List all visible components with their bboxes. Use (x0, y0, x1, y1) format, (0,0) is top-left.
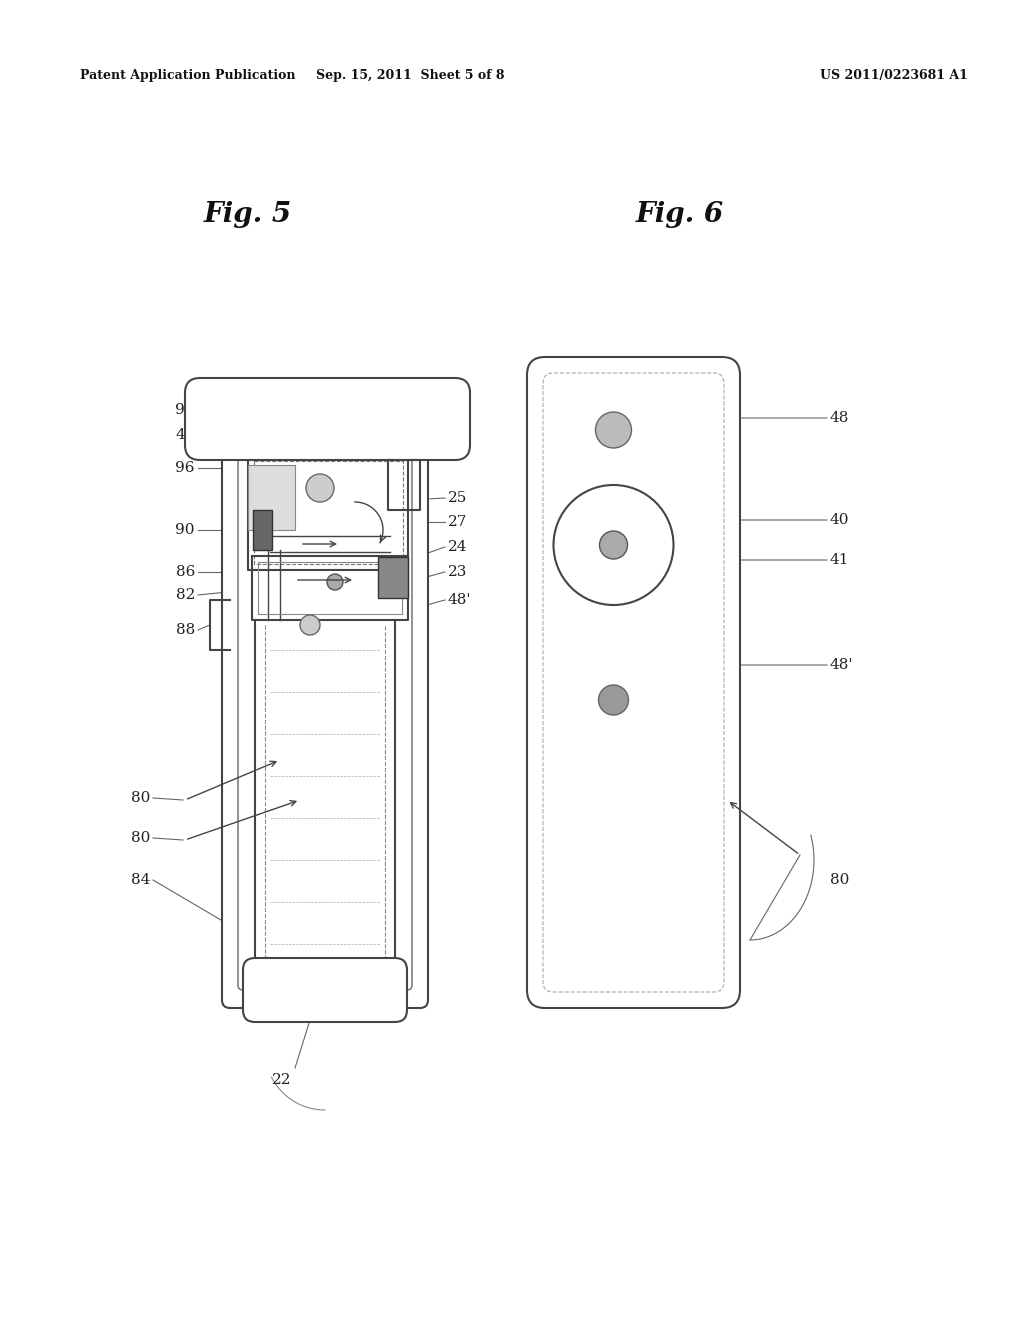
Circle shape (327, 574, 343, 590)
Text: 41: 41 (830, 553, 850, 568)
FancyBboxPatch shape (222, 430, 428, 1008)
Bar (378, 557, 408, 598)
Text: 96: 96 (175, 461, 195, 475)
Circle shape (306, 474, 334, 502)
Text: 48: 48 (176, 428, 195, 442)
Text: 40: 40 (830, 513, 850, 527)
FancyBboxPatch shape (185, 378, 470, 459)
Text: 82: 82 (176, 587, 195, 602)
Text: 31: 31 (449, 425, 467, 440)
Text: 80: 80 (131, 791, 150, 805)
Text: 48': 48' (449, 593, 471, 607)
Text: 23: 23 (449, 565, 467, 579)
Circle shape (599, 531, 628, 558)
FancyBboxPatch shape (527, 356, 740, 1008)
Bar (248, 465, 295, 531)
Text: 90: 90 (175, 523, 195, 537)
Text: 29: 29 (449, 401, 468, 414)
Text: Patent Application Publication: Patent Application Publication (80, 69, 296, 82)
Text: 80: 80 (830, 873, 849, 887)
Text: 22: 22 (272, 1073, 292, 1086)
Circle shape (596, 412, 632, 447)
FancyBboxPatch shape (238, 445, 412, 990)
Text: 80: 80 (131, 832, 150, 845)
Circle shape (554, 484, 674, 605)
Bar (253, 510, 272, 550)
Text: Sep. 15, 2011  Sheet 5 of 8: Sep. 15, 2011 Sheet 5 of 8 (315, 69, 504, 82)
Text: 48: 48 (830, 411, 849, 425)
Text: 27: 27 (449, 515, 467, 529)
Text: 88: 88 (176, 623, 195, 638)
Circle shape (598, 685, 629, 715)
Text: 24: 24 (449, 540, 468, 554)
Text: Fig. 6: Fig. 6 (636, 202, 724, 228)
FancyBboxPatch shape (243, 958, 407, 1022)
Text: 48': 48' (830, 657, 853, 672)
Text: 25: 25 (449, 491, 467, 506)
Text: 86: 86 (176, 565, 195, 579)
Text: 94: 94 (175, 403, 195, 417)
Text: Fig. 5: Fig. 5 (204, 202, 292, 228)
Circle shape (300, 615, 319, 635)
Text: 84: 84 (131, 873, 150, 887)
Text: US 2011/0223681 A1: US 2011/0223681 A1 (820, 69, 968, 82)
